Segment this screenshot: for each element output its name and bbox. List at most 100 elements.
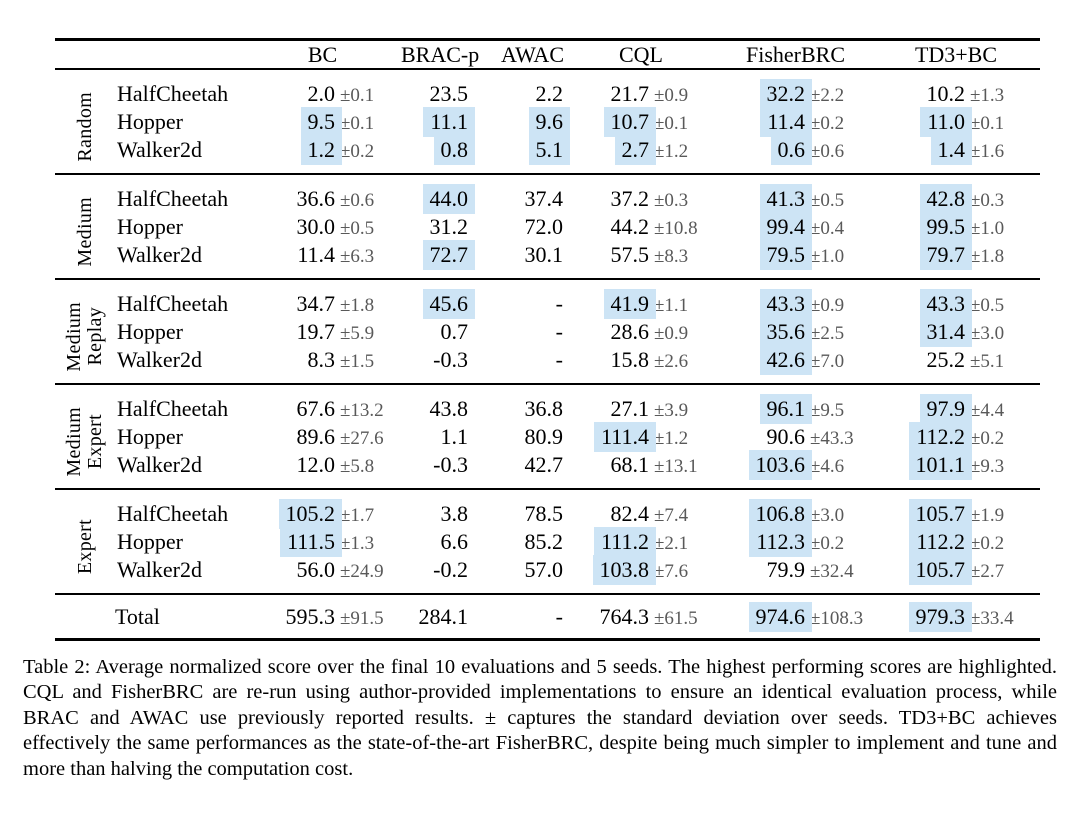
- score-std: ±0.2: [810, 113, 845, 134]
- score-value: 32.2: [759, 79, 812, 109]
- score-std: ±13.1: [654, 456, 698, 477]
- score-std: ±24.9: [340, 561, 384, 582]
- group-label: Medium Replay: [55, 302, 115, 372]
- score-value: 112.2: [909, 422, 972, 452]
- score-cell: 79.9 ±32.4: [727, 556, 854, 594]
- score-cell: 1.2 ±0.2: [250, 135, 395, 174]
- table-caption: Table 2: Average normalized score over t…: [23, 656, 1057, 780]
- score-std: ±0.2: [970, 533, 1005, 554]
- score-cell: -: [470, 318, 567, 346]
- score-cell: -: [470, 279, 567, 318]
- env-label: Walker2d: [117, 137, 202, 162]
- score-cell: 35.6 ±2.5: [727, 317, 850, 347]
- score-value: 43.3: [759, 289, 812, 319]
- score-std: ±1.1: [654, 295, 689, 316]
- score-cell: 43.8: [395, 384, 470, 423]
- score-cell: 11.4 ±6.3: [250, 241, 395, 279]
- score-cell: 57.0: [470, 556, 567, 594]
- score-std: ±5.8: [340, 456, 375, 477]
- score-value: 78.5: [524, 501, 564, 526]
- score-value: 112.3: [749, 527, 812, 557]
- score-cell: 72.7: [395, 240, 475, 279]
- score-cell: 42.7: [470, 451, 567, 489]
- env-label: Hopper: [117, 529, 183, 554]
- score-cell: 30.0 ±0.5: [250, 213, 395, 241]
- score-std: ±0.5: [810, 190, 845, 211]
- score-cell: 36.8: [470, 384, 567, 423]
- score-value: 10.7: [603, 107, 656, 137]
- score-value: 45.6: [422, 289, 475, 319]
- score-std: ±3.0: [970, 323, 1005, 344]
- score-std: ±0.9: [810, 295, 845, 316]
- table-row: Random HalfCheetah 2.0 ±0.1 23.5 2.2 21.7 ±0.9 3…: [55, 69, 1040, 161]
- env-label: HalfCheetah: [117, 81, 229, 106]
- table-row: Medium HalfCheetah 36.6 ±0.6 44.0 37.4 37.2 ±0.…: [55, 174, 1040, 266]
- table-header: BC BRAC-p AWAC CQL FisherBRC TD3+BC: [55, 40, 1040, 69]
- score-std: ±0.1: [340, 113, 375, 134]
- score-value: 41.9: [603, 289, 656, 319]
- score-value: 2.0: [307, 81, 336, 106]
- score-value: -: [555, 319, 563, 344]
- score-value: 112.2: [909, 527, 972, 557]
- env-label: Walker2d: [117, 242, 202, 267]
- score-value: 43.8: [429, 396, 469, 421]
- score-value: 31.4: [919, 317, 972, 347]
- score-std: ±33.4: [970, 608, 1014, 629]
- score-std: ±10.8: [654, 218, 698, 239]
- score-value: 42.6: [759, 345, 812, 375]
- env-label: Walker2d: [117, 452, 202, 477]
- score-cell: 103.8 ±7.6: [567, 555, 727, 594]
- dataset-group: Medium HalfCheetah 36.6 ±0.6 44.0 37.4 37.2 ±0.…: [55, 174, 1040, 279]
- score-value: 11.0: [920, 107, 972, 137]
- table-row: Walker2d 1.2 ±0.2 0.8 5.1 2.7 ±1.2 0.6 ±0.6 1.4 ±1…: [55, 135, 1040, 174]
- score-value: 30.0: [296, 214, 336, 239]
- score-cell: 2.2: [470, 69, 567, 108]
- score-cell: 36.6 ±0.6: [250, 174, 395, 213]
- score-cell: 111.5 ±1.3: [250, 527, 395, 557]
- score-cell: 45.6: [395, 279, 475, 319]
- score-std: ±8.3: [654, 246, 689, 267]
- score-value: 284.1: [418, 604, 469, 629]
- score-std: ±4.4: [970, 400, 1005, 421]
- score-cell: 6.6: [395, 528, 470, 556]
- score-std: ±43.3: [810, 428, 854, 449]
- group-label-line: Medium: [63, 406, 85, 477]
- score-cell: 32.2 ±2.2: [727, 69, 850, 109]
- score-value: 111.2: [594, 527, 656, 557]
- score-value: 21.7: [610, 81, 650, 106]
- score-value: 34.7: [296, 291, 336, 316]
- table-row: Hopper 30.0 ±0.5 31.2 72.0 44.2 ±10.8 99.4 ±0.4 9…: [55, 212, 1040, 242]
- score-cell: -0.3: [395, 451, 470, 489]
- score-std: ±1.3: [970, 85, 1005, 106]
- score-value: 79.5: [759, 240, 812, 270]
- score-cell: 284.1: [395, 594, 470, 640]
- score-value: 27.1: [610, 396, 650, 421]
- score-cell: 12.0 ±5.8: [250, 451, 395, 489]
- score-std: ±32.4: [810, 561, 854, 582]
- score-std: ±1.2: [654, 428, 689, 449]
- score-value: 31.2: [429, 214, 469, 239]
- table-row: Hopper 111.5 ±1.3 6.6 85.2 111.2 ±2.1 112.3 ±0.2…: [55, 527, 1040, 557]
- score-value: 99.5: [919, 212, 972, 242]
- score-std: ±1.8: [970, 246, 1005, 267]
- score-cell: 99.5 ±1.0: [850, 212, 1040, 242]
- score-cell: 41.3 ±0.5: [727, 174, 850, 214]
- score-value: 79.7: [919, 240, 972, 270]
- group-label-cell: Medium Replay: [55, 279, 115, 384]
- score-cell: 31.4 ±3.0: [850, 317, 1040, 347]
- score-value: 37.4: [524, 186, 564, 211]
- group-label-line: Medium: [63, 301, 85, 372]
- score-value: -0.3: [433, 452, 468, 477]
- table-row: Walker2d 56.0 ±24.9 -0.2 57.0 103.8 ±7.6 79.9 ±3…: [55, 555, 1040, 594]
- score-std: ±9.5: [810, 400, 845, 421]
- score-value: 99.4: [759, 212, 812, 242]
- score-cell: 11.4 ±0.2: [727, 107, 850, 137]
- score-value: 103.6: [748, 450, 812, 480]
- score-cell: 974.6 ±108.3: [727, 594, 863, 640]
- group-label-line: Medium: [73, 196, 96, 267]
- env-label: Hopper: [117, 424, 183, 449]
- score-cell: 2.7 ±1.2: [567, 135, 727, 174]
- score-value: 1.2: [300, 135, 342, 165]
- score-cell: 105.2 ±1.7: [250, 489, 395, 529]
- score-value: 101.1: [908, 450, 972, 480]
